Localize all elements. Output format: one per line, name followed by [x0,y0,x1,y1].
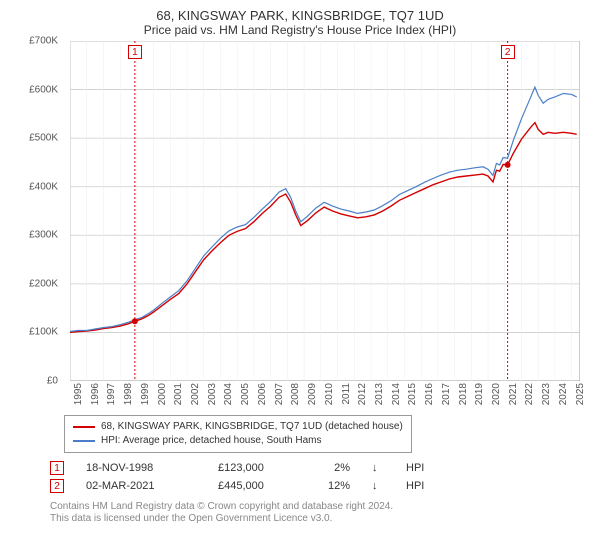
ref-badge-2: 2 [501,45,515,59]
y-tick-label: £600K [29,84,58,95]
legend-item: 68, KINGSWAY PARK, KINGSBRIDGE, TQ7 1UD … [73,420,403,434]
x-tick-label: 2003 [207,383,218,405]
y-tick-label: £500K [29,133,58,144]
x-tick-label: 2023 [541,383,552,405]
x-tick-label: 2009 [307,383,318,405]
x-tick-label: 2016 [424,383,435,405]
chart-title: 68, KINGSWAY PARK, KINGSBRIDGE, TQ7 1UD [10,8,590,23]
legend-item: HPI: Average price, detached house, Sout… [73,434,403,448]
x-tick-label: 2000 [157,383,168,405]
x-tick-label: 1997 [106,383,117,405]
sales-price: £123,000 [218,459,288,477]
x-tick-label: 2007 [274,383,285,405]
plot-area: £0£100K£200K£300K£400K£500K£600K£700K199… [20,41,580,413]
x-tick-label: 1995 [73,383,84,405]
sales-table: 1 18-NOV-1998 £123,000 2% ↓ HPI 2 02-MAR-2021 £4… [50,459,590,495]
legend-label: 68, KINGSWAY PARK, KINGSBRIDGE, TQ7 1UD … [101,420,403,434]
y-tick-label: £0 [47,376,58,387]
footnote-line-2: This data is licensed under the Open Gov… [50,513,590,525]
x-tick-label: 1998 [123,383,134,405]
y-tick-label: £300K [29,230,58,241]
chart-container: 68, KINGSWAY PARK, KINGSBRIDGE, TQ7 1UD … [0,0,600,560]
chart-subtitle: Price paid vs. HM Land Registry's House … [10,23,590,37]
legend-swatch [73,426,95,428]
x-tick-label: 2024 [558,383,569,405]
sales-date: 18-NOV-1998 [86,459,196,477]
x-tick-label: 1999 [140,383,151,405]
sales-row: 1 18-NOV-1998 £123,000 2% ↓ HPI [50,459,590,477]
sales-hpi-label: HPI [406,459,436,477]
x-tick-label: 2014 [391,383,402,405]
line-chart-svg [70,41,580,381]
x-tick-label: 2017 [441,383,452,405]
x-tick-label: 1996 [90,383,101,405]
footnote-line-1: Contains HM Land Registry data © Crown c… [50,501,590,513]
x-tick-label: 2002 [190,383,201,405]
legend-swatch [73,440,95,442]
x-tick-label: 2021 [508,383,519,405]
x-tick-label: 2005 [240,383,251,405]
footnote: Contains HM Land Registry data © Crown c… [50,501,590,525]
sales-pct: 12% [310,477,350,495]
x-tick-label: 2025 [575,383,586,405]
down-arrow-icon: ↓ [372,459,384,477]
x-tick-label: 2006 [257,383,268,405]
legend-box: 68, KINGSWAY PARK, KINGSBRIDGE, TQ7 1UD … [64,415,412,453]
y-tick-label: £200K [29,278,58,289]
x-tick-label: 2012 [357,383,368,405]
x-tick-label: 2011 [341,383,352,405]
sales-badge: 2 [50,479,64,493]
x-tick-label: 2018 [458,383,469,405]
sales-date: 02-MAR-2021 [86,477,196,495]
x-tick-label: 2015 [407,383,418,405]
x-tick-label: 2004 [223,383,234,405]
sales-badge: 1 [50,461,64,475]
x-tick-label: 2019 [474,383,485,405]
down-arrow-icon: ↓ [372,477,384,495]
y-tick-label: £100K [29,327,58,338]
x-tick-label: 2001 [173,383,184,405]
x-tick-label: 2020 [491,383,502,405]
x-tick-label: 2008 [290,383,301,405]
sales-pct: 2% [310,459,350,477]
sales-row: 2 02-MAR-2021 £445,000 12% ↓ HPI [50,477,590,495]
ref-badge-1: 1 [128,45,142,59]
x-tick-label: 2022 [524,383,535,405]
sales-hpi-label: HPI [406,477,436,495]
y-tick-label: £400K [29,181,58,192]
x-tick-label: 2010 [324,383,335,405]
y-tick-label: £700K [29,36,58,47]
sales-price: £445,000 [218,477,288,495]
x-tick-label: 2013 [374,383,385,405]
legend-label: HPI: Average price, detached house, Sout… [101,434,322,448]
